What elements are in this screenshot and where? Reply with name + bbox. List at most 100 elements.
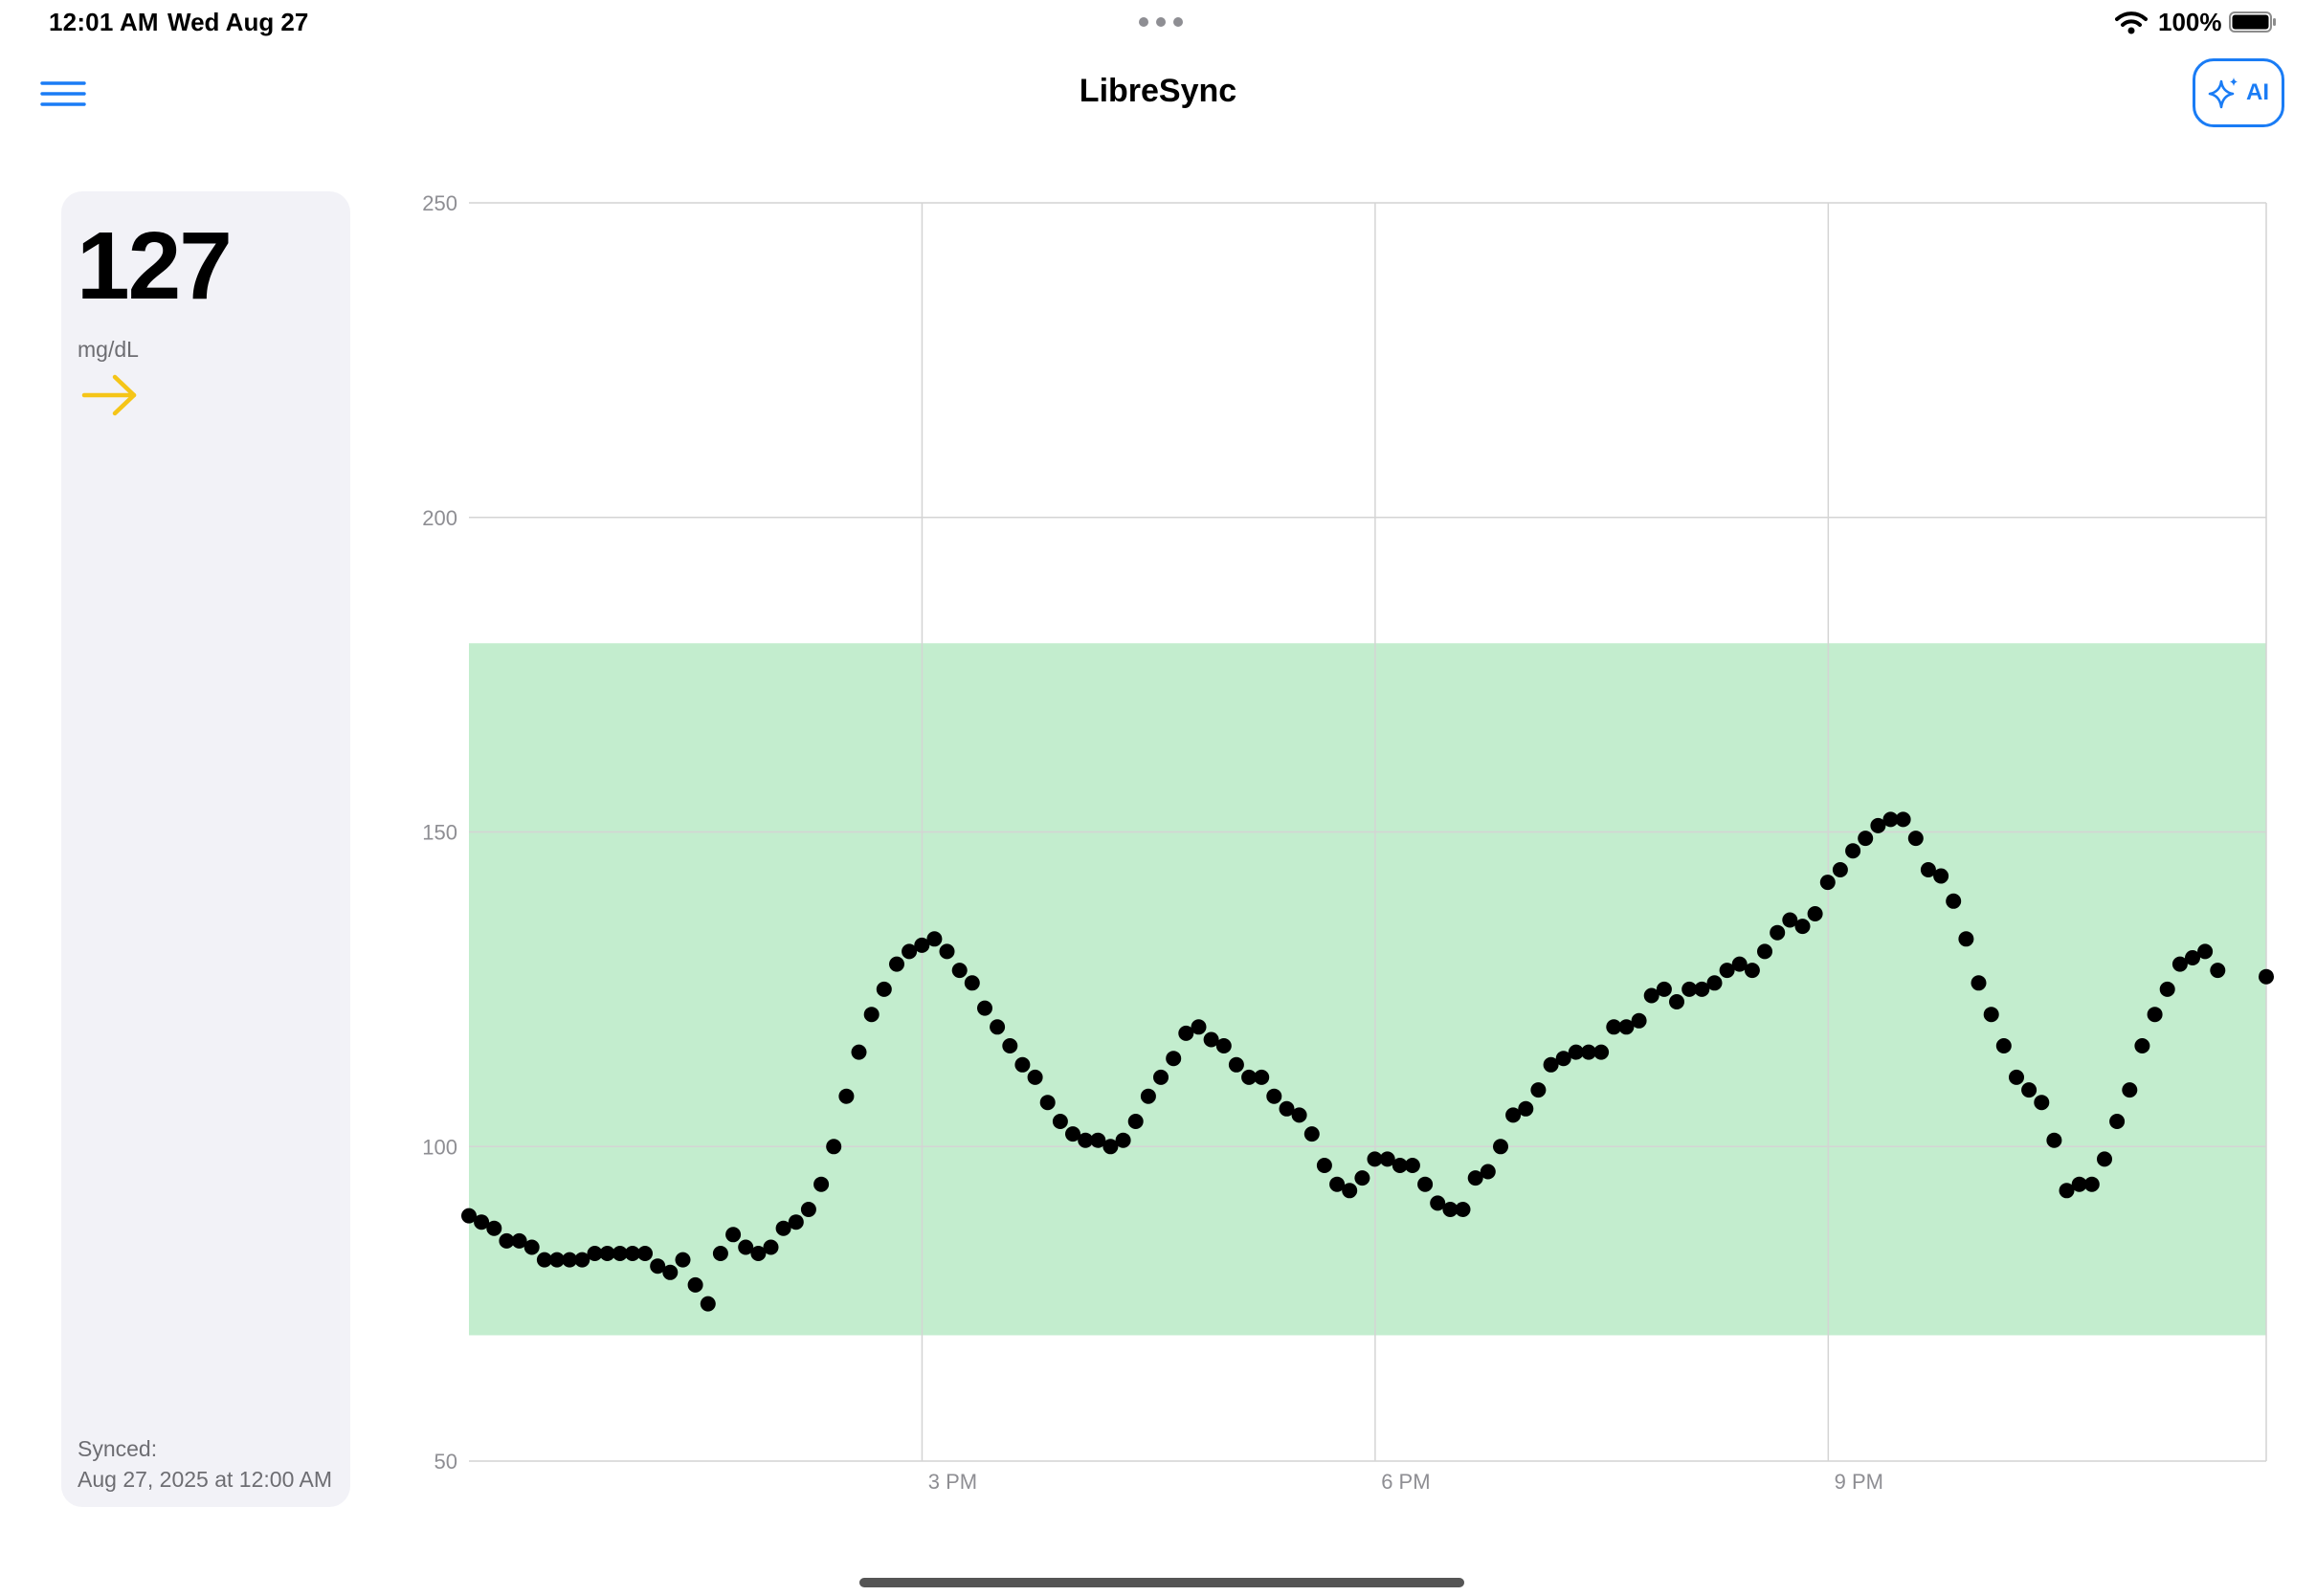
glucose-point [1354, 1170, 1370, 1186]
glucose-point [1102, 1139, 1119, 1155]
glucose-point [1656, 981, 1672, 997]
glucose-point [1254, 1069, 1270, 1085]
glucose-point [1845, 843, 1861, 859]
glucose-point [662, 1264, 679, 1280]
glucose-point [1581, 1044, 1596, 1060]
glucose-point [1920, 862, 1936, 877]
glucose-point [990, 1019, 1006, 1035]
glucose-point [1404, 1158, 1420, 1173]
status-time: 12:01 AM [49, 8, 159, 36]
glucose-point [902, 943, 918, 960]
glucose-point [1530, 1082, 1547, 1098]
multitasking-dots-icon[interactable] [1139, 17, 1183, 27]
glucose-point [2021, 1082, 2038, 1098]
glucose-point [1291, 1107, 1307, 1123]
glucose-point [1442, 1202, 1459, 1217]
glucose-point [1555, 1051, 1571, 1067]
glucose-point [1279, 1100, 1295, 1117]
glucose-point [1631, 1012, 1647, 1029]
glucose-point [1832, 862, 1848, 877]
glucose-point [1983, 1007, 1999, 1023]
glucose-point [725, 1227, 742, 1243]
glucose-point [1669, 994, 1684, 1009]
glucose-point [1946, 893, 1962, 909]
glucose-point [1241, 1069, 1258, 1085]
synced-info: Synced: Aug 27, 2025 at 12:00 AM [78, 1433, 332, 1495]
glucose-point [977, 1000, 992, 1016]
glucose-point [926, 931, 943, 947]
glucose-point [1417, 1176, 1434, 1192]
glucose-point [612, 1246, 628, 1261]
glucose-point [712, 1246, 728, 1261]
glucose-point [1757, 943, 1772, 960]
menu-button[interactable] [40, 78, 90, 111]
glucose-point [1228, 1056, 1244, 1073]
glucose-point [914, 937, 930, 953]
synced-label: Synced: [78, 1436, 158, 1461]
glucose-point [536, 1252, 552, 1268]
glucose-point [1618, 1019, 1635, 1035]
glucose-value: 127 [77, 212, 233, 320]
battery-icon [2229, 11, 2276, 33]
y-tick-label: 200 [422, 506, 457, 530]
glucose-point [1706, 975, 1723, 991]
glucose-point [2197, 943, 2214, 960]
glucose-point [675, 1252, 691, 1268]
ai-assistant-button[interactable]: AI [2193, 58, 2284, 127]
glucose-point [738, 1239, 754, 1255]
glucose-point [1266, 1088, 1282, 1104]
glucose-point [1819, 875, 1836, 891]
glucose-point [800, 1202, 816, 1217]
glucose-point [1367, 1151, 1383, 1167]
glucose-point [838, 1088, 855, 1104]
glucose-point [2134, 1038, 2150, 1053]
glucose-point [1719, 963, 1735, 979]
home-indicator[interactable] [859, 1578, 1464, 1587]
glucose-point [1467, 1170, 1483, 1186]
glucose-point [1178, 1025, 1194, 1041]
glucose-point [1744, 963, 1760, 979]
y-tick-label: 50 [434, 1450, 457, 1474]
glucose-point [1078, 1132, 1094, 1148]
glucose-point [461, 1208, 477, 1224]
glucose-point [2059, 1183, 2075, 1199]
glucose-point [1543, 1056, 1559, 1073]
glucose-point [2097, 1151, 2112, 1167]
glucose-point [1505, 1107, 1522, 1123]
glucose-point [562, 1252, 578, 1268]
glucose-point [523, 1239, 540, 1255]
status-date: Wed Aug 27 [167, 8, 309, 36]
glucose-point [700, 1296, 716, 1312]
glucose-point [1090, 1132, 1106, 1148]
glucose-point [2122, 1082, 2138, 1098]
glucose-point [1379, 1151, 1395, 1167]
synced-time: Aug 27, 2025 at 12:00 AM [78, 1467, 332, 1492]
glucose-point [2071, 1176, 2087, 1192]
glucose-point [1770, 924, 1786, 941]
y-tick-label: 150 [422, 821, 457, 845]
glucose-point [2159, 981, 2175, 997]
glucose-point [1052, 1114, 1068, 1129]
arrow-right-icon [81, 374, 137, 416]
glucose-point [637, 1246, 653, 1261]
glucose-point [1895, 811, 1911, 828]
glucose-point [1971, 975, 1987, 991]
glucose-point [1203, 1031, 1219, 1048]
glucose-point [1593, 1044, 1610, 1060]
chart-points [461, 811, 2274, 1312]
glucose-point [1115, 1132, 1131, 1148]
glucose-point [2083, 1176, 2100, 1192]
glucose-unit: mg/dL [78, 337, 139, 362]
glucose-point [889, 956, 904, 972]
chart-grid [469, 202, 2267, 1462]
glucose-point [1694, 981, 1710, 997]
glucose-point [1731, 956, 1748, 972]
glucose-point [1933, 868, 1949, 884]
glucose-point [1480, 1164, 1496, 1180]
glucose-point [1493, 1139, 1508, 1155]
x-tick-label: 6 PM [1381, 1470, 1430, 1494]
glucose-point [1807, 906, 1823, 921]
current-reading-card: 127 mg/dL Synced: Aug 27, 2025 at 12:00 … [61, 191, 350, 1507]
x-tick-label: 9 PM [1835, 1470, 1883, 1494]
latest-glucose-point [2259, 968, 2274, 985]
